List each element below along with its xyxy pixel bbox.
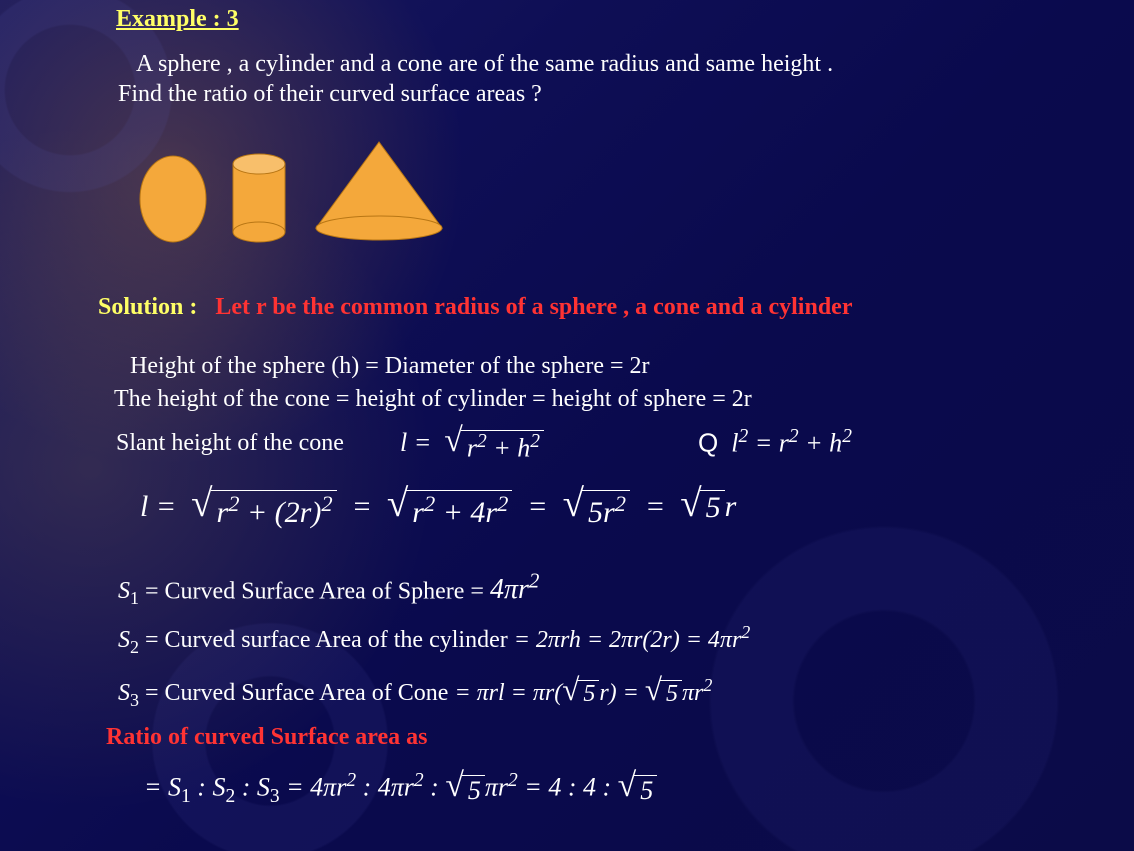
content: Example : 3 A sphere , a cylinder and a … xyxy=(0,0,1134,851)
cone-icon xyxy=(310,140,448,244)
shapes-row xyxy=(138,140,448,244)
problem-line-1: A sphere , a cylinder and a cone are of … xyxy=(118,49,1118,79)
cylinder-icon xyxy=(230,152,288,244)
problem-text: A sphere , a cylinder and a cone are of … xyxy=(118,49,1118,109)
formula-l-eq: l = √r2 + h2 xyxy=(400,426,544,464)
problem-line-2: Find the ratio of their curved surface a… xyxy=(118,79,1118,109)
solution-label: Solution : xyxy=(98,294,197,320)
s3-line: S3 = Curved Surface Area of Cone = πrl =… xyxy=(118,675,712,711)
slide-root: Example : 3 A sphere , a cylinder and a … xyxy=(0,0,1134,851)
height-line-1: Height of the sphere (h) = Diameter of t… xyxy=(130,353,650,380)
s1-line: S1 = Curved Surface Area of Sphere = 4πr… xyxy=(118,569,539,609)
solution-line: Solution : Let r be the common radius of… xyxy=(98,294,852,321)
sphere-icon xyxy=(138,154,208,244)
ratio-label: Ratio of curved Surface area as xyxy=(106,724,428,751)
slant-label: Slant height of the cone xyxy=(116,430,344,457)
example-label: Example : 3 xyxy=(116,6,239,33)
formula-expand: l = √r2 + (2r)2 = √r2 + 4r2 = √5r2 = √5r xyxy=(140,486,736,530)
ratio-equation: = S1 : S2 : S3 = 4πr2 : 4πr2 : √5πr2 = 4… xyxy=(144,770,657,808)
formula-Q-l2: Q l2 = r2 + h2 xyxy=(698,426,852,459)
height-line-2: The height of the cone = height of cylin… xyxy=(114,386,752,413)
q-symbol: Q xyxy=(698,428,718,458)
s2-line: S2 = Curved surface Area of the cylinder… xyxy=(118,622,750,658)
solution-statement: Let r be the common radius of a sphere ,… xyxy=(215,294,852,320)
